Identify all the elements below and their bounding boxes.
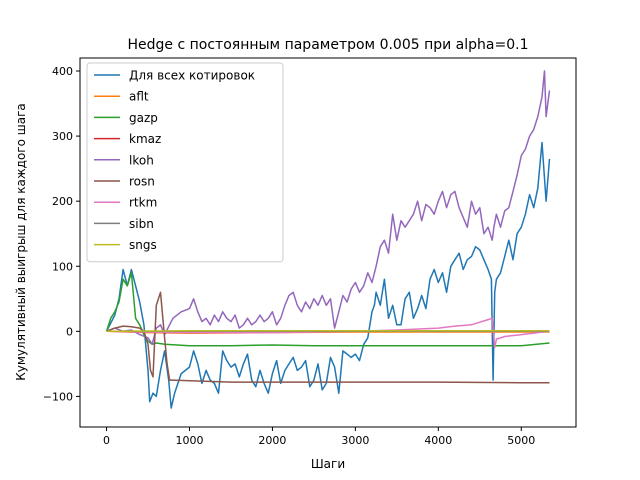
series-line-0 <box>105 141 551 409</box>
y-tick-label: 100 <box>52 260 73 273</box>
x-tick-label: 3000 <box>341 434 369 447</box>
series-line-8 <box>106 329 550 333</box>
x-tick-label: 4000 <box>424 434 452 447</box>
legend-label: gazp <box>129 111 158 125</box>
x-tick-label: 5000 <box>507 434 535 447</box>
legend: Для всех котировок aflt gazp kmaz lkoh rosn rt… <box>86 62 284 263</box>
legend-label: rtkm <box>129 196 157 210</box>
plot-area-frame <box>79 57 577 428</box>
chart-title: Hedge с постоянным параметром 0.005 при … <box>128 37 529 53</box>
legend-label: Для всех котировок <box>129 69 255 83</box>
x-tick-label: 0 <box>103 434 110 447</box>
x-tick-label: 2000 <box>258 434 286 447</box>
legend-label: sngs <box>129 238 157 252</box>
legend-label: aflt <box>129 90 149 104</box>
y-tick-label: 0 <box>66 325 73 338</box>
series-lines <box>105 70 551 409</box>
x-tick-label: 1000 <box>175 434 203 447</box>
series-line-2 <box>105 272 550 347</box>
legend-label: sibn <box>129 217 154 231</box>
y-tick-label: 400 <box>52 65 73 78</box>
legend-label: lkoh <box>129 153 154 167</box>
y-tick-label: 200 <box>52 195 73 208</box>
y-tick-label: 300 <box>52 130 73 143</box>
legend-label: rosn <box>129 175 155 189</box>
y-tick-label: −100 <box>43 390 73 403</box>
legend-label: kmaz <box>129 132 161 146</box>
series-line-4 <box>106 70 551 346</box>
x-axis-label: Шаги <box>311 457 345 471</box>
series-line-6 <box>106 317 550 349</box>
y-axis-label: Кумулятивный выигрыш для каждого шага <box>14 103 28 381</box>
axis-ticks: 0 1000 2000 3000 4000 5000 −100 0 100 200 300 400 <box>43 65 535 447</box>
series-line-5 <box>106 291 550 384</box>
legend-box <box>86 62 284 263</box>
